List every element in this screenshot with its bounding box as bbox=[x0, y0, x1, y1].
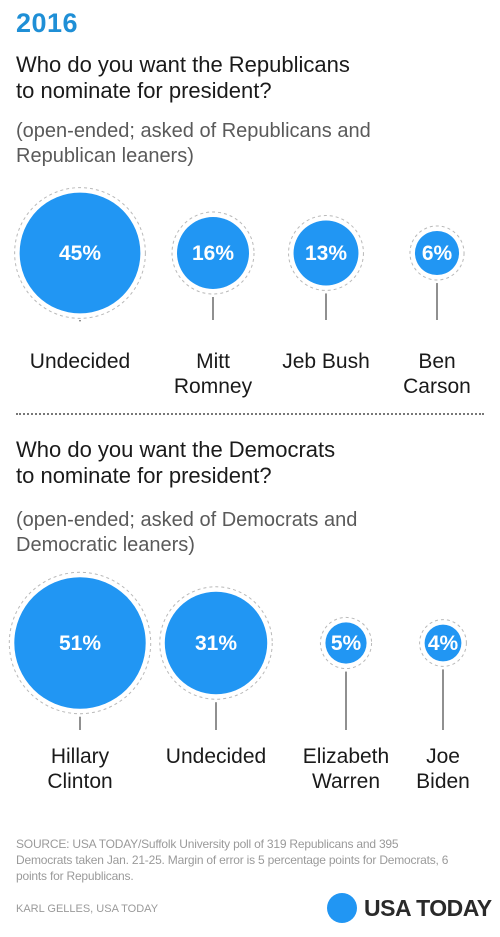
category-label: Undecided bbox=[166, 745, 266, 768]
bubble-halo bbox=[8, 571, 152, 715]
credit-line: KARL GELLES, USA TODAY bbox=[16, 903, 159, 915]
bubble bbox=[177, 217, 249, 289]
bubble-group: 45% Undecided bbox=[14, 187, 146, 373]
democrat-note: (open-ended; asked of Democrats and Demo… bbox=[16, 509, 358, 556]
source-note: SOURCE: USA TODAY/Suffolk University pol… bbox=[16, 837, 449, 883]
category-label: Undecided bbox=[30, 350, 130, 373]
republican-question: Who do you want the Republicans to nomin… bbox=[16, 52, 350, 103]
category-label: Elizabeth Warren bbox=[303, 745, 389, 793]
bubble-value-label: 13% bbox=[305, 242, 347, 265]
bubble-halo bbox=[288, 215, 364, 291]
bubble bbox=[19, 192, 141, 314]
bubble-value-label: 31% bbox=[195, 632, 237, 655]
bubble-halo bbox=[409, 225, 465, 281]
bubble-group: 51% Hillary Clinton bbox=[8, 571, 152, 793]
category-label: Ben Carson bbox=[403, 350, 471, 398]
bubble bbox=[293, 220, 359, 286]
bubble-value-label: 4% bbox=[428, 632, 459, 655]
category-label: Joe Biden bbox=[416, 745, 470, 793]
republican-bubble-chart: 45% Undecided 16% Mitt Romney 13% Jeb Bush 6% Be… bbox=[14, 187, 471, 398]
bubble-group: 31% Undecided bbox=[159, 586, 273, 768]
bubble-group: 13% Jeb Bush bbox=[282, 215, 370, 373]
year-heading: 2016 bbox=[16, 8, 79, 38]
category-label: Mitt Romney bbox=[174, 350, 253, 398]
bubble-halo bbox=[14, 187, 146, 319]
democrat-question: Who do you want the Democrats to nominat… bbox=[16, 437, 336, 488]
bubble bbox=[424, 624, 462, 662]
bubble bbox=[164, 591, 268, 695]
republican-note: (open-ended; asked of Republicans and Re… bbox=[16, 120, 371, 167]
bubble-halo bbox=[171, 211, 255, 295]
bubble-group: 6% Ben Carson bbox=[403, 225, 471, 398]
bubble-value-label: 6% bbox=[422, 242, 453, 265]
logo-circle-icon bbox=[327, 893, 357, 923]
bubble-value-label: 5% bbox=[331, 632, 362, 655]
bubble-group: 4% Joe Biden bbox=[416, 619, 470, 793]
bubble-halo bbox=[319, 616, 373, 670]
usa-today-logo: USA TODAY bbox=[327, 892, 492, 924]
bubble bbox=[14, 577, 146, 709]
bubble-halo bbox=[159, 586, 273, 700]
democrat-bubble-chart: 51% Hillary Clinton 31% Undecided 5% Elizabeth… bbox=[8, 571, 470, 793]
category-label: Jeb Bush bbox=[282, 350, 370, 373]
logo-text: USA TODAY bbox=[364, 894, 492, 921]
category-label: Hillary Clinton bbox=[47, 745, 112, 793]
bubble bbox=[325, 622, 367, 664]
bubble-group: 5% Elizabeth Warren bbox=[303, 616, 389, 793]
bubble-group: 16% Mitt Romney bbox=[171, 211, 255, 398]
section-divider bbox=[16, 413, 484, 415]
bubble-value-label: 45% bbox=[59, 242, 101, 265]
bubble-halo bbox=[419, 619, 467, 667]
bubble bbox=[414, 230, 460, 276]
bubble-value-label: 51% bbox=[59, 632, 101, 655]
bubble-value-label: 16% bbox=[192, 242, 234, 265]
